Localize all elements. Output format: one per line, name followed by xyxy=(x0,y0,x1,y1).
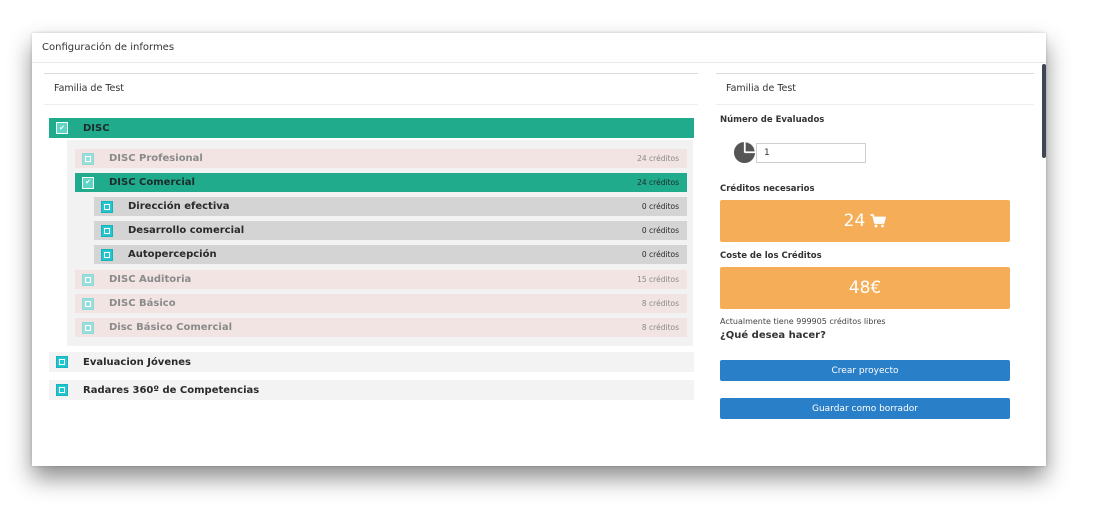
family-row-radares-360[interactable]: Radares 360º de Competencias xyxy=(49,380,694,400)
title-divider xyxy=(32,62,1046,63)
family-label: Evaluacion Jóvenes xyxy=(83,356,191,368)
test-credits: 24 créditos xyxy=(637,154,679,163)
pie-chart-icon xyxy=(733,141,756,164)
evaluated-count-input[interactable]: 1 xyxy=(756,143,866,163)
free-credits-text: Actualmente tiene 999905 créditos libres xyxy=(720,317,886,326)
test-row-disc-basico[interactable]: DISC Básico 8 créditos xyxy=(75,294,687,313)
section-heading: Familia de Test xyxy=(44,74,698,105)
create-project-button[interactable]: Crear proyecto xyxy=(720,360,1010,381)
test-label: DISC Profesional xyxy=(109,153,203,164)
subtest-label: Dirección efectiva xyxy=(128,201,230,212)
save-draft-button[interactable]: Guardar como borrador xyxy=(720,398,1010,419)
checkbox-checked-icon[interactable]: ✔ xyxy=(56,122,68,134)
test-row-disc-auditoria[interactable]: DISC Auditoria 15 créditos xyxy=(75,270,687,289)
credits-needed-value: 24 xyxy=(843,211,866,231)
subtest-row-direccion-efectiva[interactable]: Dirección efectiva 0 créditos xyxy=(94,197,687,216)
checkbox-icon[interactable] xyxy=(82,321,94,334)
subtest-row-autopercepcion[interactable]: Autopercepción 0 créditos xyxy=(94,245,687,264)
subtest-credits: 0 créditos xyxy=(641,226,679,235)
checkbox-icon[interactable] xyxy=(82,273,94,286)
family-label: DISC xyxy=(83,122,110,134)
test-row-disc-comercial[interactable]: ✔ DISC Comercial 24 créditos xyxy=(75,173,687,192)
family-label: Radares 360º de Competencias xyxy=(83,384,260,396)
test-credits: 8 créditos xyxy=(641,299,679,308)
action-question: ¿Qué desea hacer? xyxy=(720,330,826,341)
test-row-disc-basico-comercial[interactable]: Disc Básico Comercial 8 créditos xyxy=(75,318,687,337)
section-divider xyxy=(44,73,698,74)
credits-needed-label: Créditos necesarios xyxy=(720,184,815,194)
test-credits: 24 créditos xyxy=(637,178,679,187)
disc-children-container xyxy=(67,140,693,346)
subtest-credits: 0 créditos xyxy=(641,202,679,211)
checkbox-checked-icon[interactable]: ✔ xyxy=(82,176,94,189)
subtest-row-desarrollo-comercial[interactable]: Desarrollo comercial 0 créditos xyxy=(94,221,687,240)
subtest-label: Autopercepción xyxy=(128,249,217,260)
checkbox-icon[interactable] xyxy=(82,152,94,165)
checkbox-icon[interactable] xyxy=(101,224,113,237)
evaluated-count-label: Número de Evaluados xyxy=(720,115,825,125)
test-label: DISC Básico xyxy=(109,298,176,309)
subtest-label: Desarrollo comercial xyxy=(128,225,245,236)
test-label: DISC Auditoria xyxy=(109,274,192,285)
checkbox-icon[interactable] xyxy=(56,356,68,368)
section-divider xyxy=(716,73,1034,74)
scrollbar[interactable] xyxy=(1042,64,1046,158)
test-credits: 15 créditos xyxy=(637,275,679,284)
summary-section: Familia de Test xyxy=(716,73,1034,105)
test-credits: 8 créditos xyxy=(641,323,679,332)
test-label: DISC Comercial xyxy=(109,177,195,188)
credits-cost-label: Coste de los Créditos xyxy=(720,251,822,261)
section-heading: Familia de Test xyxy=(716,74,1034,105)
checkbox-icon[interactable] xyxy=(101,200,113,213)
test-row-disc-profesional[interactable]: DISC Profesional 24 créditos xyxy=(75,149,687,168)
family-row-evaluacion-jovenes[interactable]: Evaluacion Jóvenes xyxy=(49,352,694,372)
checkbox-icon[interactable] xyxy=(56,384,68,396)
checkbox-icon[interactable] xyxy=(101,248,113,261)
test-family-section: Familia de Test xyxy=(44,73,698,105)
subtest-credits: 0 créditos xyxy=(641,250,679,259)
family-row-disc[interactable]: ✔ DISC xyxy=(49,118,694,138)
credits-cost-value: 48€ xyxy=(848,278,882,298)
credits-cost-box: 48€ xyxy=(720,267,1010,309)
checkbox-icon[interactable] xyxy=(82,297,94,310)
panel-title: Configuración de informes xyxy=(42,42,175,53)
test-label: Disc Básico Comercial xyxy=(109,322,232,333)
credits-needed-box: 24 xyxy=(720,200,1010,242)
report-config-panel: Configuración de informes Familia de Tes… xyxy=(32,33,1046,466)
shopping-cart-icon xyxy=(870,214,887,228)
